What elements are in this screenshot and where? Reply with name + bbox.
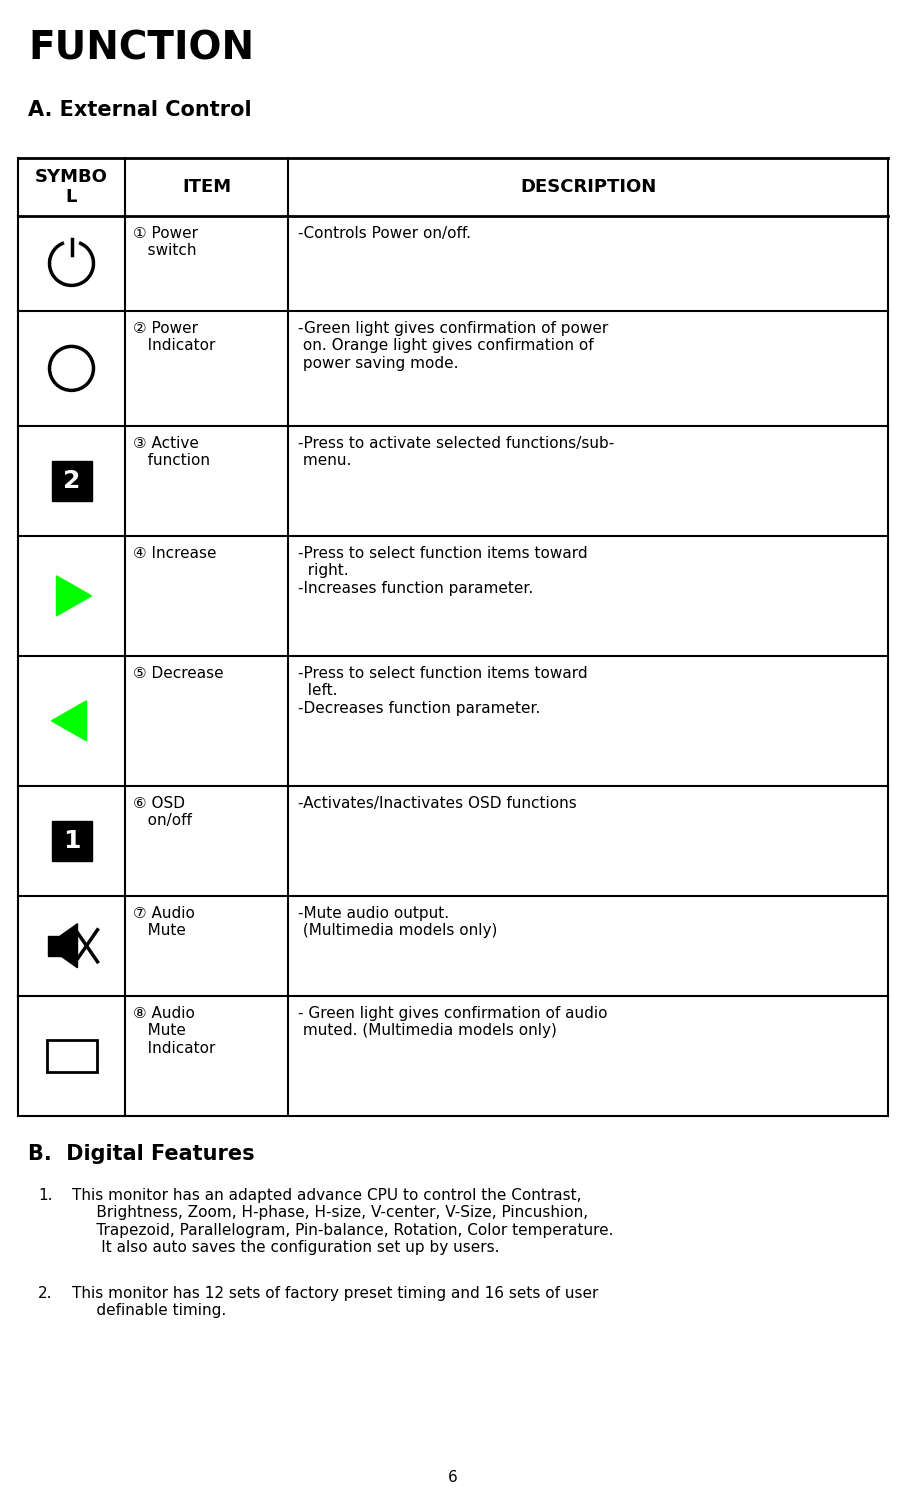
- Text: FUNCTION: FUNCTION: [28, 30, 254, 68]
- Text: DESCRIPTION: DESCRIPTION: [520, 179, 656, 197]
- Text: ③ Active
   function: ③ Active function: [133, 436, 210, 469]
- Polygon shape: [56, 576, 92, 616]
- Text: -Press to select function items toward
  left.
-Decreases function parameter.: -Press to select function items toward l…: [298, 666, 588, 716]
- Bar: [52, 462, 92, 500]
- Text: ① Power
   switch: ① Power switch: [133, 226, 198, 259]
- Text: 1.: 1.: [38, 1188, 53, 1203]
- Polygon shape: [61, 923, 78, 968]
- Text: -Green light gives confirmation of power
 on. Orange light gives confirmation of: -Green light gives confirmation of power…: [298, 322, 608, 371]
- Bar: [52, 820, 92, 861]
- Text: ② Power
   Indicator: ② Power Indicator: [133, 322, 216, 353]
- Text: This monitor has an adapted advance CPU to control the Contrast,
     Brightness: This monitor has an adapted advance CPU …: [72, 1188, 613, 1255]
- Text: B.  Digital Features: B. Digital Features: [28, 1144, 255, 1164]
- Text: ⑤ Decrease: ⑤ Decrease: [133, 666, 224, 680]
- Text: -Press to select function items toward
  right.
-Increases function parameter.: -Press to select function items toward r…: [298, 546, 588, 596]
- Text: -Controls Power on/off.: -Controls Power on/off.: [298, 226, 471, 241]
- Text: This monitor has 12 sets of factory preset timing and 16 sets of user
     defin: This monitor has 12 sets of factory pres…: [72, 1285, 598, 1318]
- Text: 6: 6: [448, 1470, 458, 1485]
- Text: 2: 2: [63, 469, 81, 493]
- Text: ④ Increase: ④ Increase: [133, 546, 217, 561]
- Text: 2.: 2.: [38, 1285, 53, 1301]
- Text: ITEM: ITEM: [182, 179, 231, 197]
- Text: ⑥ OSD
   on/off: ⑥ OSD on/off: [133, 795, 192, 828]
- Text: ⑧ Audio
   Mute
   Indicator: ⑧ Audio Mute Indicator: [133, 1005, 216, 1056]
- Text: -Activates/Inactivates OSD functions: -Activates/Inactivates OSD functions: [298, 795, 577, 812]
- Bar: [47, 935, 61, 956]
- Text: ⑦ Audio
   Mute: ⑦ Audio Mute: [133, 905, 195, 938]
- Polygon shape: [52, 701, 86, 742]
- Text: - Green light gives confirmation of audio
 muted. (Multimedia models only): - Green light gives confirmation of audi…: [298, 1005, 608, 1038]
- Text: A. External Control: A. External Control: [28, 100, 252, 121]
- Text: 1: 1: [63, 829, 81, 853]
- Text: SYMBO
L: SYMBO L: [35, 168, 108, 207]
- Text: -Mute audio output.
 (Multimedia models only): -Mute audio output. (Multimedia models o…: [298, 905, 497, 938]
- Text: -Press to activate selected functions/sub-
 menu.: -Press to activate selected functions/su…: [298, 436, 614, 469]
- Circle shape: [50, 347, 93, 390]
- Bar: [46, 1039, 97, 1072]
